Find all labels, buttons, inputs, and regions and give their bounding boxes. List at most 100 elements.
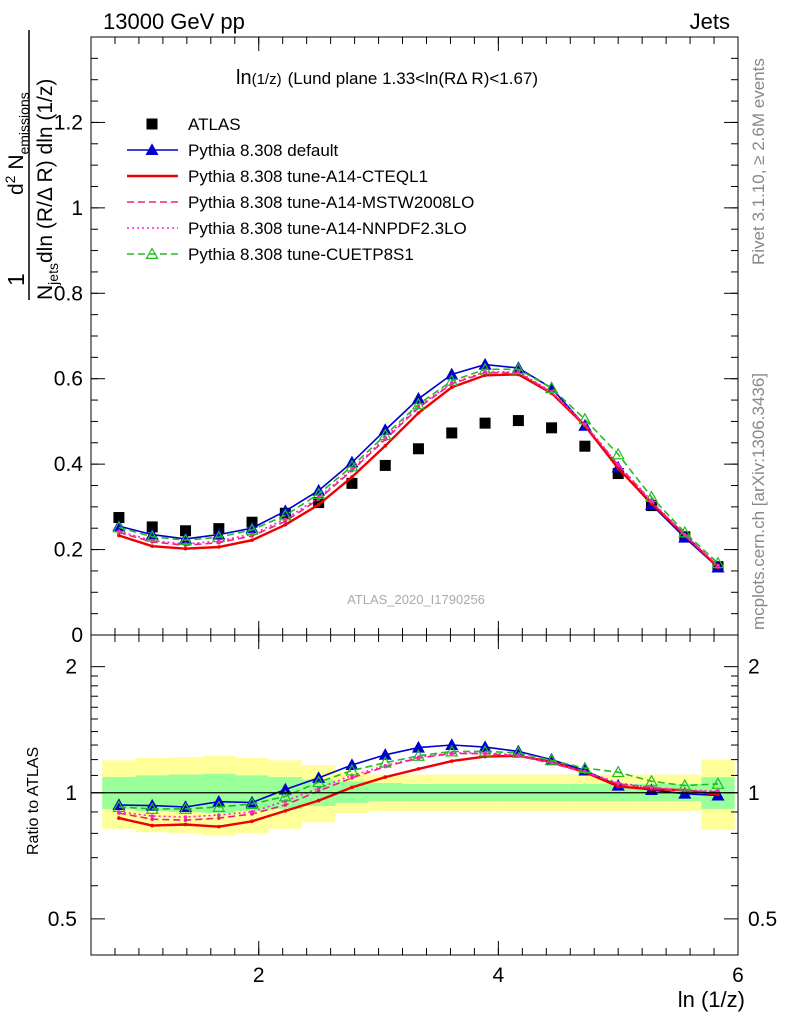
ratio-point: [511, 746, 525, 758]
ratio-point: [616, 784, 620, 789]
series-point: [316, 502, 321, 507]
legend-label: Pythia 8.308 tune-A14-CTEQL1: [188, 167, 428, 186]
ratio-point: [449, 759, 454, 763]
atlas-point: [113, 512, 125, 524]
series-point: [578, 412, 592, 425]
series-point: [278, 508, 292, 521]
ratio-point: [150, 817, 155, 821]
ylabel-numerator: d2 Nemissions: [2, 92, 32, 195]
atlas-point: [412, 443, 424, 455]
atlas-point: [379, 459, 391, 471]
series-point: [483, 370, 487, 374]
ratio-series-line: [118, 750, 719, 810]
ratio-point: [316, 798, 321, 803]
series-point: [449, 381, 454, 385]
ratio-point: [616, 781, 620, 785]
ratio-point: [678, 778, 692, 791]
series-point: [112, 520, 126, 533]
ratio-point: [278, 789, 292, 802]
series-point: [644, 490, 659, 503]
ratio-point: [445, 738, 459, 751]
series-point: [345, 459, 359, 472]
x-axis-label: ln (1/z): [678, 987, 745, 1012]
legend-label: ATLAS: [188, 115, 241, 134]
y-tick-label: 0.4: [54, 453, 84, 476]
ratio-point: [212, 800, 226, 812]
y-tick-label: 1: [71, 197, 83, 220]
ratio-point: [150, 814, 155, 818]
ratio-point: [445, 744, 459, 757]
ratio-point: [411, 749, 425, 761]
x-tick-label: 4: [493, 964, 505, 987]
ratio-point: [183, 818, 188, 823]
series-point: [616, 466, 620, 471]
atlas-point: [346, 477, 358, 489]
atlas-point: [146, 521, 158, 533]
series-point: [117, 533, 121, 538]
ratio-point: [516, 753, 521, 757]
ratio-point: [545, 753, 559, 766]
series-point: [350, 475, 354, 479]
atlas-point: [180, 525, 192, 537]
ratio-point: [150, 823, 155, 828]
rivet-label: Rivet 3.1.10, ≥ 2.6M events: [749, 58, 768, 265]
ratio-series-group: [112, 738, 725, 829]
ratio-point: [350, 785, 354, 790]
ratio-point: [245, 797, 259, 810]
legend-label: Pythia 8.308 tune-A14-NNPDF2.3LO: [188, 219, 467, 238]
header-left: 13000 GeV pp: [103, 9, 245, 34]
y-tick-label: 0.8: [54, 282, 83, 305]
header-right: Jets: [690, 9, 730, 34]
y-tick-label: 0.2: [54, 539, 83, 562]
analysis-watermark: ATLAS_2020_I1790256: [347, 592, 485, 607]
title-rest: (Lund plane 1.33<ln(RΔ R)<1.67): [288, 69, 538, 88]
main-axes: 0 0.2 0.4 0.6 0.8 1 1.2: [54, 36, 739, 647]
series-point: [511, 362, 525, 375]
ratio-point: [117, 816, 121, 820]
ratio-point: [217, 824, 221, 829]
series-point: [250, 538, 254, 542]
ratio-point: [411, 740, 425, 753]
legend-label: Pythia 8.308 tune-CUETP8S1: [188, 245, 414, 264]
ratio-point: [350, 776, 354, 780]
series-point: [716, 563, 720, 568]
x-tick-label: 6: [732, 964, 744, 987]
title-main: ln: [236, 67, 252, 89]
title-sub: (1/z): [252, 71, 282, 88]
ratio-point: [416, 767, 421, 771]
series-point: [179, 533, 193, 546]
ratio-point: [716, 789, 720, 793]
ratio-point: [345, 763, 359, 776]
legend: ATLAS Pythia 8.308 default Pythia 8.308 tu…: [127, 115, 474, 264]
series-point: [611, 447, 625, 460]
ratio-ylabel: Ratio to ATLAS: [25, 747, 42, 855]
series-point: [683, 532, 687, 537]
legend-marker-atlas: [146, 118, 158, 130]
ratio-y-tick-label-right: 2: [748, 656, 760, 679]
ratio-plot-frame: [90, 634, 739, 956]
series-point: [616, 462, 620, 467]
mcplots-label: mcplots.cern.ch [arXiv:1306.3436]: [749, 373, 768, 630]
ratio-point: [250, 810, 254, 814]
ratio-y-tick-label: 1: [65, 782, 77, 805]
ratio-point: [478, 744, 492, 757]
ratio-y-tick-label: 0.5: [48, 908, 77, 931]
series-1: [112, 357, 725, 573]
ratio-point: [217, 813, 221, 817]
y-tick-label: 1.2: [54, 111, 83, 134]
ratio-point: [316, 786, 321, 791]
ratio-y-tick-label-right: 1: [748, 782, 760, 805]
band-green-bin: [368, 783, 402, 802]
ratio-y-tick-label-right: 0.5: [748, 908, 777, 931]
series-point: [449, 385, 454, 390]
ratio-point: [378, 748, 392, 760]
series-point: [217, 545, 221, 549]
ratio-axes: 0.5 0.5 1 1 2 2 2 4 6: [48, 635, 777, 987]
atlas-point: [579, 440, 591, 452]
legend-marker: [145, 247, 159, 259]
ratio-point: [283, 809, 288, 813]
ratio-point: [383, 775, 388, 779]
series-point: [145, 530, 159, 542]
atlas-point: [446, 427, 458, 439]
